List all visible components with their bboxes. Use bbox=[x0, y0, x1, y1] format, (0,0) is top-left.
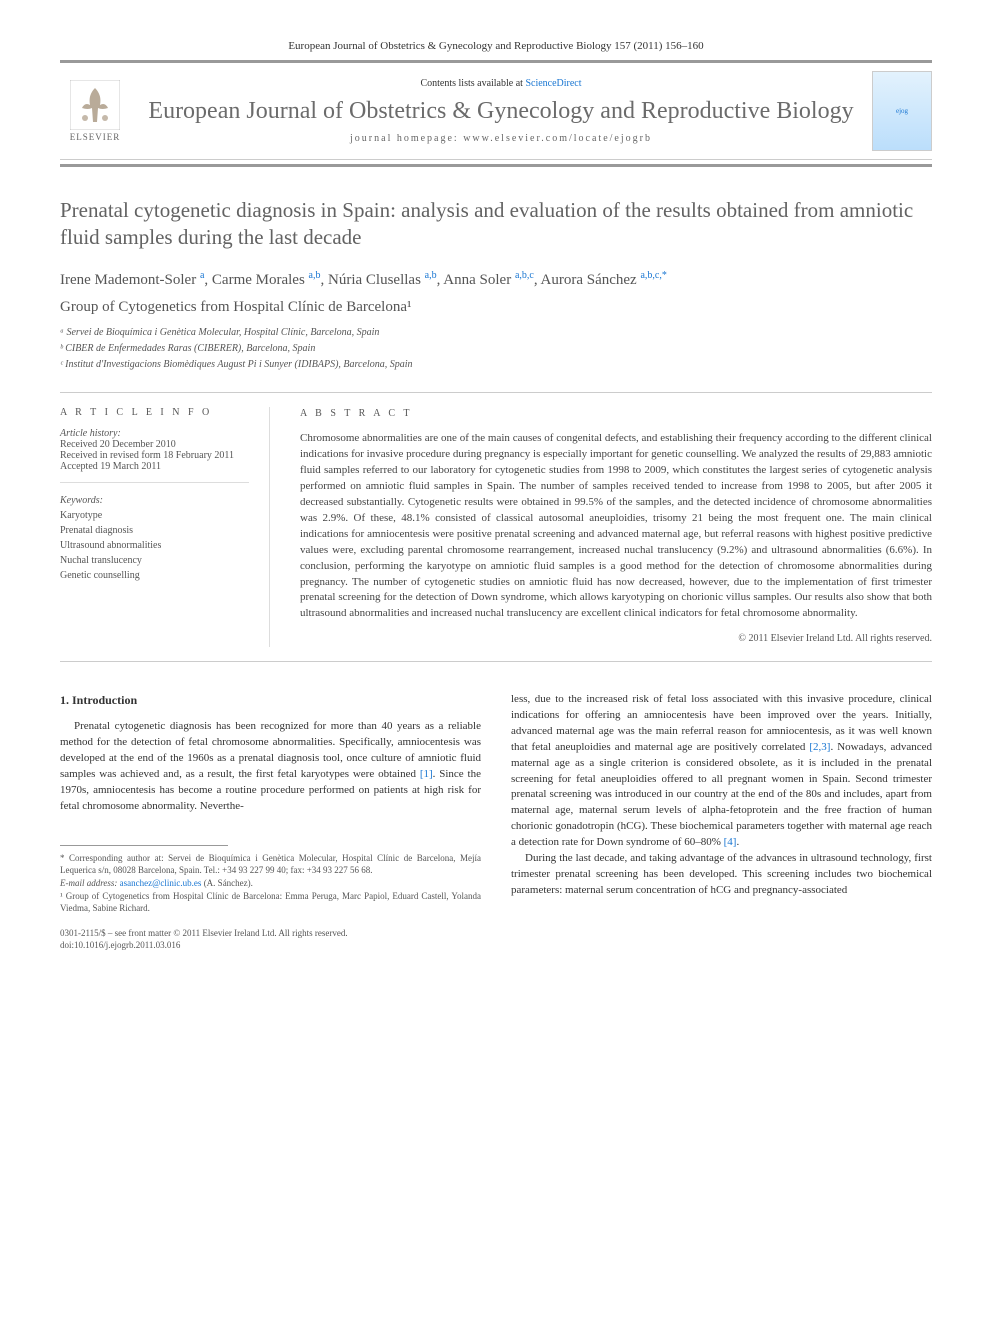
footnote-separator bbox=[60, 845, 228, 846]
keyword: Genetic counselling bbox=[60, 570, 140, 581]
doi-block: 0301-2115/$ – see front matter © 2011 El… bbox=[60, 927, 481, 952]
tree-icon bbox=[70, 80, 120, 130]
email-line: E-mail address: asanchez@clinic.ub.es (A… bbox=[60, 877, 481, 890]
history-label: Article history: bbox=[60, 428, 121, 439]
article-title: Prenatal cytogenetic diagnosis in Spain:… bbox=[60, 197, 932, 252]
body-column-left: 1. Introduction Prenatal cytogenetic dia… bbox=[60, 692, 481, 952]
sciencedirect-link[interactable]: ScienceDirect bbox=[525, 78, 581, 89]
intro-paragraph-1-cont: less, due to the increased risk of fetal… bbox=[511, 692, 932, 851]
keyword: Nuchal translucency bbox=[60, 555, 142, 566]
journal-title: European Journal of Obstetrics & Gynecol… bbox=[130, 97, 872, 126]
group-footnote: ¹ Group of Cytogenetics from Hospital Cl… bbox=[60, 890, 481, 915]
article-info-heading: A R T I C L E I N F O bbox=[60, 407, 249, 418]
keyword: Karyotype bbox=[60, 510, 102, 521]
research-group: Group of Cytogenetics from Hospital Clín… bbox=[60, 299, 932, 316]
authors-list: Irene Mademont-Soler a, Carme Morales a,… bbox=[60, 270, 932, 289]
issn-line: 0301-2115/$ – see front matter © 2011 El… bbox=[60, 927, 481, 940]
keywords-label: Keywords: bbox=[60, 495, 103, 506]
contents-available: Contents lists available at ScienceDirec… bbox=[130, 78, 872, 89]
contents-prefix: Contents lists available at bbox=[420, 78, 525, 89]
keyword: Prenatal diagnosis bbox=[60, 525, 133, 536]
email-suffix: (A. Sánchez). bbox=[201, 878, 252, 888]
affiliation-a: ᵃ Servei de Bioquímica i Genètica Molecu… bbox=[60, 326, 932, 340]
journal-banner: ELSEVIER Contents lists available at Sci… bbox=[60, 60, 932, 160]
journal-homepage: journal homepage: www.elsevier.com/locat… bbox=[130, 133, 872, 144]
intro-paragraph-2: During the last decade, and taking advan… bbox=[511, 851, 932, 899]
doi-line: doi:10.1016/j.ejogrb.2011.03.016 bbox=[60, 939, 481, 952]
history-accepted: Accepted 19 March 2011 bbox=[60, 461, 161, 472]
article-history: Article history: Received 20 December 20… bbox=[60, 428, 249, 483]
keyword: Ultrasound abnormalities bbox=[60, 540, 161, 551]
email-label: E-mail address: bbox=[60, 878, 120, 888]
history-received: Received 20 December 2010 bbox=[60, 439, 176, 450]
affiliation-c: ᶜ Institut d'Investigacions Biomèdiques … bbox=[60, 358, 932, 372]
abstract-copyright: © 2011 Elsevier Ireland Ltd. All rights … bbox=[300, 632, 932, 647]
section-heading-intro: 1. Introduction bbox=[60, 692, 481, 709]
email-link[interactable]: asanchez@clinic.ub.es bbox=[120, 878, 202, 888]
journal-cover-thumbnail: ejog bbox=[872, 71, 932, 151]
affiliation-b: ᵇ CIBER de Enfermedades Raras (CIBERER),… bbox=[60, 342, 932, 356]
keywords-block: Keywords: Karyotype Prenatal diagnosis U… bbox=[60, 493, 249, 583]
corresponding-author-note: * Corresponding author at: Servei de Bio… bbox=[60, 852, 481, 877]
abstract-text: Chromosome abnormalities are one of the … bbox=[300, 431, 932, 622]
abstract-column: A B S T R A C T Chromosome abnormalities… bbox=[300, 407, 932, 647]
article-info-sidebar: A R T I C L E I N F O Article history: R… bbox=[60, 407, 270, 647]
article-body: 1. Introduction Prenatal cytogenetic dia… bbox=[60, 692, 932, 952]
affiliations: ᵃ Servei de Bioquímica i Genètica Molecu… bbox=[60, 326, 932, 372]
footnotes: * Corresponding author at: Servei de Bio… bbox=[60, 852, 481, 915]
publisher-label: ELSEVIER bbox=[70, 132, 121, 142]
abstract-heading: A B S T R A C T bbox=[300, 407, 932, 422]
intro-paragraph-1: Prenatal cytogenetic diagnosis has been … bbox=[60, 719, 481, 815]
history-revised: Received in revised form 18 February 201… bbox=[60, 450, 234, 461]
citation-header: European Journal of Obstetrics & Gynecol… bbox=[60, 40, 932, 52]
body-column-right: less, due to the increased risk of fetal… bbox=[511, 692, 932, 952]
divider bbox=[60, 164, 932, 167]
elsevier-logo: ELSEVIER bbox=[60, 76, 130, 146]
